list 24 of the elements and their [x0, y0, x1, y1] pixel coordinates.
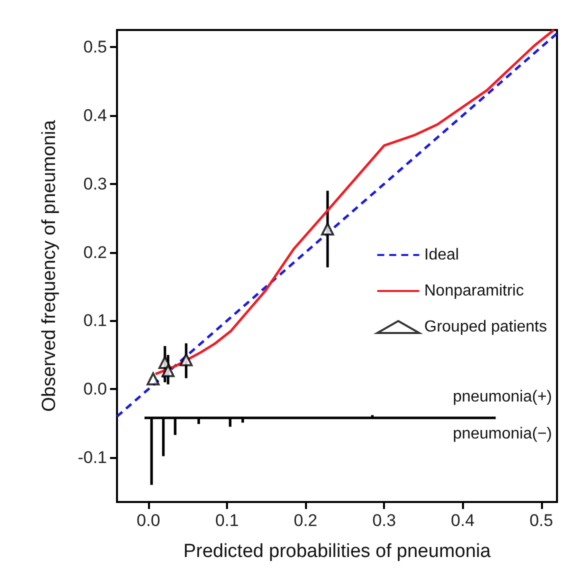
y-tick-label: 0.4: [83, 106, 107, 126]
point: [321, 222, 334, 236]
annotation: pneumonia(−): [452, 426, 552, 442]
y-axis-title: Observed frequency of pneumonia: [39, 120, 60, 412]
x-tick-label: 0.3: [372, 511, 396, 530]
x-tick-label: 0.2: [294, 511, 318, 530]
point: [180, 353, 193, 366]
x-axis-title: Predicted probabilities of pneumonia: [183, 541, 492, 562]
legend-label: Nonparamitric: [424, 282, 524, 300]
x-tick-label: 0.5: [529, 511, 554, 530]
y-tick-label: 0.2: [83, 242, 107, 262]
point: [146, 372, 160, 386]
y-tick-label: -0.1: [78, 448, 107, 468]
y-tick-label: 0.5: [83, 38, 107, 57]
annotation: pneumonia(+): [452, 388, 552, 406]
y-tick-label: 0.0: [83, 380, 107, 399]
legend-label: Grouped patients: [424, 318, 547, 336]
y-tick-label: 0.3: [83, 174, 107, 194]
legend-label: Ideal: [424, 246, 459, 264]
point: [162, 364, 175, 378]
x-tick-label: 0.4: [450, 511, 475, 530]
x-tick-label: 0.0: [136, 511, 160, 530]
x-tick-label: 0.1: [215, 511, 239, 530]
y-tick-label: 0.1: [83, 311, 107, 330]
